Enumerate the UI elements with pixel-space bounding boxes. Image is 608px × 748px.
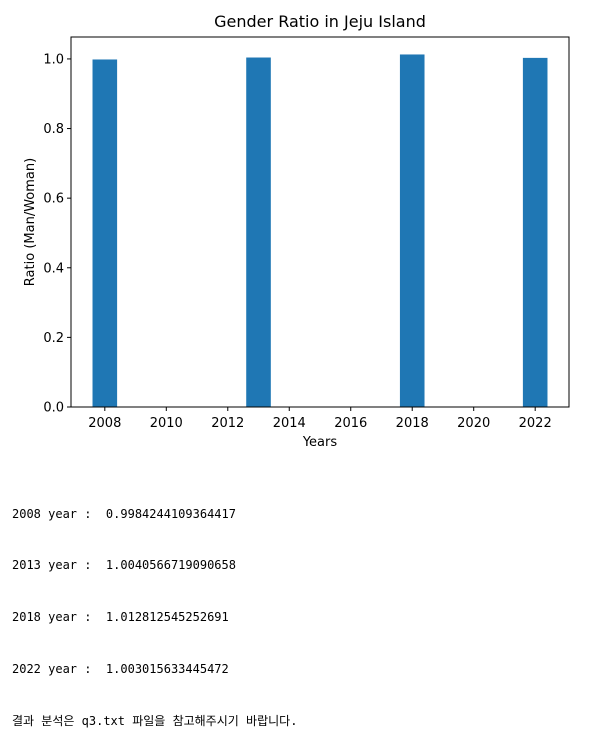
- y-tick-label: 0.6: [43, 192, 64, 207]
- x-tick-label: 2012: [211, 416, 244, 431]
- console-line: 2008 year : 0.9984244109364417: [12, 506, 236, 521]
- y-tick-label: 1.0: [43, 52, 64, 67]
- x-tick-label: 2014: [273, 416, 306, 431]
- bar-chart: Gender Ratio in Jeju Island 2008 2010 2012…: [23, 12, 570, 450]
- console-output: 2008 year : 0.9984244109364417 2013 year…: [12, 471, 297, 748]
- x-tick-label: 2008: [88, 416, 121, 431]
- bar-2013: [246, 57, 271, 408]
- y-tick-label: 0.2: [43, 331, 64, 346]
- y-tick-label: 0.0: [43, 401, 64, 416]
- x-tick-label: 2010: [150, 416, 183, 431]
- bars-group: [92, 54, 548, 408]
- y-axis-label: Ratio (Man/Woman): [23, 158, 38, 286]
- console-line: 결과 분석은 q3.txt 파일을 참고해주시기 바랍니다.: [12, 714, 298, 729]
- x-tick-label: 2020: [457, 416, 490, 431]
- x-axis-ticks: 2008 2010 2012 2014 2016 2018 2020 2022: [88, 407, 552, 431]
- y-axis-ticks: 0.0 0.2 0.4 0.6 0.8 1.0: [43, 52, 71, 416]
- bar-2008: [92, 59, 118, 407]
- console-line: 2018 year : 1.012812545252691: [12, 610, 229, 625]
- x-axis-label: Years: [302, 435, 338, 450]
- x-tick-label: 2018: [396, 416, 429, 431]
- chart-title: Gender Ratio in Jeju Island: [214, 12, 426, 31]
- x-tick-label: 2016: [334, 416, 367, 431]
- y-tick-label: 0.8: [43, 122, 64, 137]
- plot-frame: [70, 36, 570, 408]
- console-line: 2013 year : 1.0040566719090658: [12, 558, 236, 573]
- bar-2022: [522, 57, 548, 408]
- x-tick-label: 2022: [519, 416, 552, 431]
- y-tick-label: 0.4: [43, 261, 64, 276]
- console-line: 2022 year : 1.003015633445472: [12, 662, 229, 677]
- bar-2018: [399, 54, 425, 408]
